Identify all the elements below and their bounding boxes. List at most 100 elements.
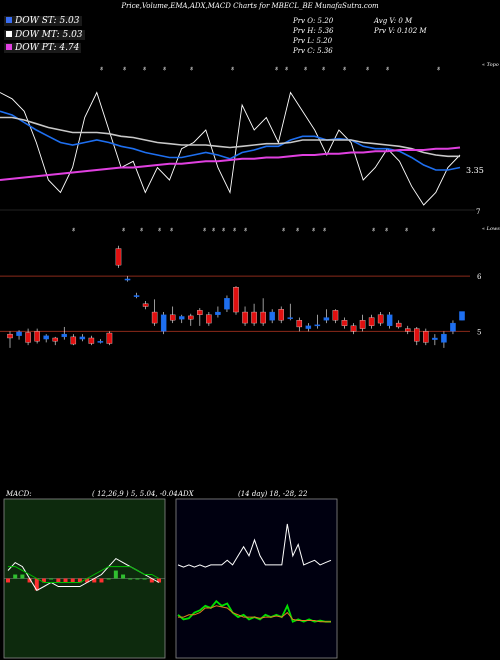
legend-swatch-st [6,17,12,23]
price-mark-2: $ [143,66,146,72]
candle-body-32 [296,320,303,328]
candle-body-45 [414,328,420,342]
candle-body-30 [278,309,284,321]
candle-mark-17: $ [432,227,435,233]
candle-body-10 [97,341,104,343]
candle-mark-15: $ [385,227,388,233]
candle-body-14 [133,295,140,297]
price-axis-label: 7 [476,208,480,216]
candle-body-25 [233,287,239,313]
candle-mark-4: $ [170,227,173,233]
candle-body-35 [323,317,330,321]
candle-body-37 [341,320,348,326]
candle-body-21 [197,310,203,315]
candle-mark-10: $ [282,227,285,233]
macd-hist-bar-15 [113,570,118,579]
candle-body-33 [305,325,312,329]
candle-mark-6: $ [212,227,215,233]
price-mark-12: $ [386,66,389,72]
price-mark-9: $ [322,66,325,72]
candle-body-4 [43,335,49,340]
macd-hist-bar-6 [49,578,54,580]
candle-body-27 [251,311,257,324]
candle-body-48 [441,333,447,343]
prev-open: Prv O: 5.20 [293,17,334,25]
macd-hist-bar-18 [135,578,140,580]
candle-body-7 [70,336,77,345]
side-label-lows: « Lows [482,226,500,232]
prev-volume: Prv V: 0.102 M [374,27,427,35]
price-mark-1: $ [123,66,126,72]
macd-hist-bar-11 [85,578,90,583]
legend-dow-st: DOW ST: 5.03 [4,16,82,26]
legend-text-mt: DOW MT: 5.03 [15,30,83,40]
adx-series-0 [177,523,332,568]
macd-values: ( 12,26,9 ) 5, 5.04, -0.04 [92,490,178,498]
candle-mark-11: $ [296,227,299,233]
candle-body-20 [188,315,194,320]
candle-body-42 [386,314,393,326]
prev-close: Prv C: 5.36 [293,47,333,55]
candle-body-8 [79,336,86,340]
macd-hist-bar-20 [149,578,154,583]
macd-hist-bar-9 [70,578,75,583]
macd-series-1 [8,566,160,583]
macd-hist-bar-7 [56,578,61,583]
candle-body-31 [287,317,293,319]
candle-mark-16: $ [405,227,408,233]
candle-body-12 [115,248,122,266]
candle-mark-3: $ [158,227,161,233]
candle-body-47 [432,337,438,340]
candle-body-3 [34,331,40,342]
legend-dow-pt: DOW PT: 4.74 [4,43,82,53]
candle-body-6 [61,333,67,338]
price-mark-13: $ [437,66,440,72]
adx-panel [175,498,338,659]
macd-hist-bar-8 [63,578,68,583]
candle-mark-13: $ [323,227,326,233]
price-series-3 [0,146,461,181]
candle-mark-7: $ [222,227,225,233]
candle-body-17 [160,314,167,332]
candle-body-46 [423,331,429,343]
macd-hist-bar-17 [128,578,133,580]
candle-body-9 [88,337,95,344]
candle-body-29 [269,311,275,321]
candle-body-28 [260,311,266,324]
legend-swatch-mt [6,31,12,37]
macd-hist-bar-16 [121,574,126,579]
macd-hist-bar-13 [99,578,104,583]
side-label-topo: « Topo [482,62,499,68]
legend-dow-mt: DOW MT: 5.03 [4,30,85,40]
candle-mark-8: $ [233,227,236,233]
candle-mark-9: $ [244,227,247,233]
macd-hist-bar-0 [6,578,10,583]
candle-body-18 [169,314,176,321]
candle-body-22 [206,314,212,324]
candle-body-2 [25,332,31,343]
candle-body-23 [215,311,221,315]
level-label-1: 5 [477,328,481,336]
candle-body-41 [377,314,384,324]
price-mark-0: $ [100,66,103,72]
macd-hist-bar-1 [13,574,18,579]
candle-body-44 [405,328,411,332]
candle-body-26 [242,311,248,324]
avg-volume: Avg V: 0 M [374,17,413,25]
candle-body-49 [450,322,456,332]
macd-hist-bar-2 [20,574,25,579]
candle-body-13 [124,278,131,281]
price-series-0 [0,91,461,206]
candle-body-16 [151,311,158,324]
candle-body-38 [350,325,357,332]
price-mark-5: $ [231,66,234,72]
price-mark-8: $ [304,66,307,72]
price-mark-10: $ [343,66,346,72]
price-series-2 [0,116,460,158]
macd-hist-bar-21 [157,578,161,583]
price-series-1 [0,110,461,171]
candle-body-0 [7,333,13,339]
candle-body-5 [52,337,58,342]
candle-body-24 [224,298,230,310]
